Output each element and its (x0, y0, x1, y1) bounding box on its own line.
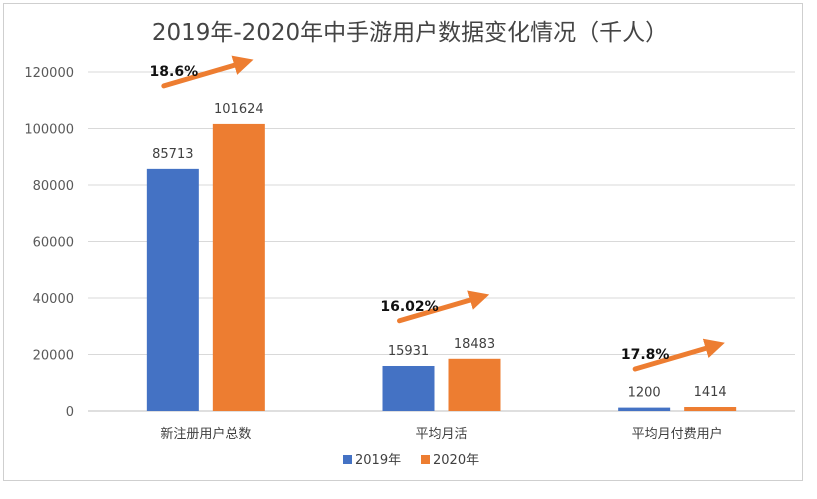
chart-title: 2019年-2020年中手游用户数据变化情况（千人） (152, 20, 668, 46)
data-label: 101624 (214, 102, 264, 117)
y-tick-label: 0 (66, 405, 74, 420)
y-tick-label: 120000 (24, 66, 74, 81)
legend-swatch (343, 455, 352, 464)
data-label: 15931 (388, 344, 429, 359)
growth-percentage: 17.8% (621, 347, 670, 363)
bars (146, 123, 737, 411)
y-axis-ticks: 0 20000 40000 60000 80000 100000 120000 (24, 66, 74, 420)
growth-arrow (632, 338, 725, 372)
legend: 2019年 2020年 (343, 453, 479, 468)
data-label: 1414 (694, 385, 727, 400)
bar (684, 407, 737, 411)
bar (382, 365, 435, 411)
data-label: 1200 (628, 386, 661, 401)
data-label: 18483 (454, 337, 495, 352)
legend-label: 2020年 (433, 453, 479, 468)
x-category-label: 平均月付费用户 (632, 426, 723, 442)
y-tick-label: 100000 (24, 123, 74, 138)
y-tick-label: 60000 (33, 236, 74, 251)
growth-arrow (161, 55, 254, 89)
legend-label: 2019年 (355, 453, 401, 468)
bar (448, 358, 501, 411)
growth-percentage: 16.02% (380, 299, 438, 315)
x-category-label: 新注册用户总数 (160, 426, 251, 442)
bar (618, 407, 671, 411)
growth-arrow (397, 290, 490, 324)
data-label: 85713 (152, 147, 193, 162)
data-labels: 85713 101624 15931 18483 1200 1414 (152, 102, 727, 401)
x-axis-categories: 新注册用户总数 平均月活 平均月付费用户 (160, 426, 722, 442)
y-tick-label: 40000 (33, 292, 74, 307)
legend-swatch (421, 455, 430, 464)
growth-annotations: 18.6% 16.02% 17.8% (150, 55, 725, 372)
bar (212, 123, 265, 411)
bar (146, 168, 199, 411)
y-tick-label: 20000 (33, 349, 74, 364)
growth-percentage: 18.6% (150, 64, 199, 80)
y-tick-label: 80000 (33, 179, 74, 194)
x-category-label: 平均月活 (415, 427, 467, 442)
